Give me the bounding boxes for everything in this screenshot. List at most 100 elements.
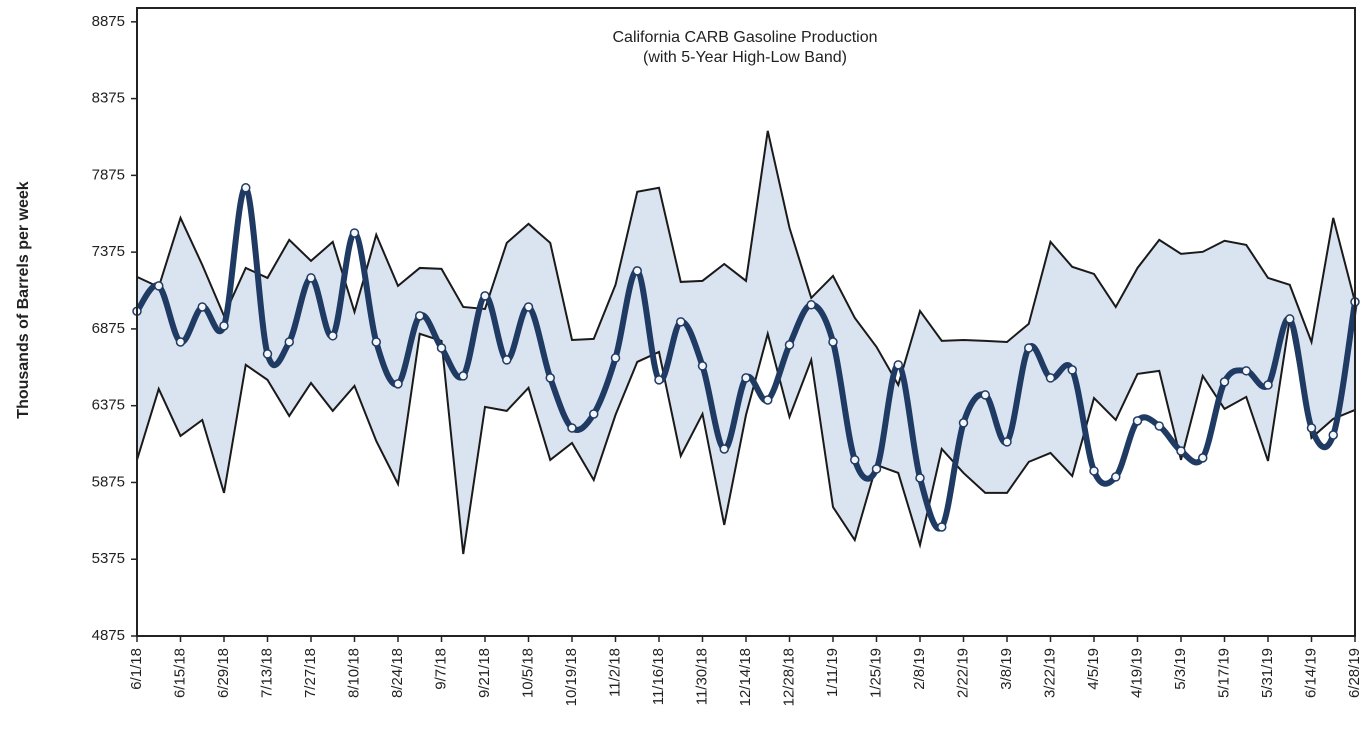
y-tick-label: 8875 — [92, 13, 125, 30]
data-point — [480, 291, 490, 301]
data-point — [1089, 466, 1099, 476]
data-point — [197, 302, 207, 312]
x-tick-label: 4/19/19 — [1128, 648, 1145, 698]
y-tick-label: 8375 — [92, 90, 125, 107]
x-tick-label: 6/29/18 — [215, 648, 232, 698]
x-tick-label: 6/14/19 — [1302, 648, 1319, 698]
data-point — [349, 228, 360, 238]
data-point — [1306, 423, 1317, 433]
data-point — [241, 183, 251, 193]
x-tick-label: 10/19/18 — [563, 648, 580, 706]
x-tick-label: 5/31/19 — [1259, 648, 1276, 698]
data-point — [1176, 446, 1186, 456]
data-point — [1024, 343, 1034, 353]
data-point — [436, 343, 447, 353]
data-point — [654, 375, 664, 385]
data-point — [154, 281, 164, 291]
data-point — [1219, 377, 1230, 387]
data-point — [1002, 437, 1012, 447]
x-tick-label: 5/3/19 — [1172, 648, 1189, 690]
x-tick-label: 10/5/18 — [519, 648, 536, 698]
data-point — [1198, 453, 1208, 463]
y-tick-label: 6375 — [92, 397, 125, 414]
band-edge-line — [136, 318, 1356, 555]
data-point — [958, 418, 969, 428]
data-point — [719, 444, 729, 454]
data-point — [175, 337, 186, 347]
data-point — [1328, 430, 1338, 440]
y-tick-label: 7875 — [92, 166, 125, 183]
data-point — [262, 349, 273, 359]
x-tick-label: 12/14/18 — [737, 648, 754, 706]
x-tick-label: 6/1/18 — [128, 648, 145, 690]
x-tick-label: 11/2/18 — [606, 648, 623, 697]
x-tick-label: 4/5/19 — [1085, 648, 1102, 690]
data-point — [219, 321, 229, 331]
x-tick-label: 11/16/18 — [650, 648, 667, 705]
x-tick-label: 5/17/19 — [1215, 648, 1232, 698]
data-point — [871, 464, 882, 474]
data-point — [915, 473, 925, 483]
data-point — [1045, 373, 1056, 383]
plot-frame — [136, 7, 1356, 637]
x-tick-label: 2/8/19 — [911, 648, 928, 690]
data-point — [284, 337, 294, 347]
data-point — [1285, 314, 1295, 324]
data-point — [545, 373, 555, 383]
data-point — [371, 337, 381, 347]
data-point — [610, 353, 621, 363]
data-point — [502, 355, 512, 365]
y-tick-label: 6875 — [92, 320, 125, 337]
x-tick-label: 1/11/19 — [824, 648, 841, 697]
data-point — [697, 361, 708, 371]
x-tick-label: 8/24/18 — [389, 648, 406, 698]
data-point — [306, 273, 316, 283]
y-tick-label: 4875 — [92, 627, 125, 644]
x-tick-label: 1/25/19 — [867, 648, 884, 698]
data-point — [632, 266, 642, 276]
data-point — [850, 455, 860, 465]
x-tick-label: 6/28/19 — [1346, 648, 1363, 698]
band-fill — [137, 130, 1355, 555]
data-point — [893, 360, 903, 370]
data-point — [523, 302, 534, 312]
data-point — [1241, 366, 1251, 376]
data-point — [741, 373, 751, 383]
data-point — [980, 390, 990, 400]
x-tick-label: 7/13/18 — [258, 648, 275, 698]
x-tick-label: 11/30/18 — [693, 648, 710, 705]
data-point — [393, 379, 403, 389]
data-point — [328, 331, 338, 341]
y-axis-label: Thousands of Barrels per week — [15, 181, 32, 419]
y-tick-label: 5875 — [92, 473, 125, 490]
data-point — [1132, 416, 1143, 426]
x-tick-label: 3/22/19 — [1041, 648, 1058, 698]
y-tick-label: 5375 — [92, 550, 125, 567]
x-tick-label: 9/7/18 — [432, 648, 449, 690]
data-point — [1263, 380, 1273, 390]
data-point — [1111, 472, 1121, 482]
data-point — [763, 395, 773, 405]
data-point — [589, 409, 599, 419]
chart-subtitle: (with 5-Year High-Low Band) — [643, 49, 847, 66]
x-tick-label: 2/22/19 — [954, 648, 971, 698]
data-point — [1067, 365, 1077, 375]
x-tick-label: 7/27/18 — [302, 648, 319, 698]
x-tick-label: 12/28/18 — [780, 648, 797, 706]
data-point — [567, 423, 577, 433]
band-edge-line — [136, 130, 1356, 388]
y-tick-label: 7375 — [92, 243, 125, 260]
data-point — [806, 300, 816, 310]
x-tick-label: 6/15/18 — [171, 648, 188, 698]
data-point — [1154, 421, 1164, 431]
data-point — [828, 337, 838, 347]
data-point — [415, 311, 425, 321]
data-point — [784, 340, 795, 350]
data-point — [937, 522, 947, 532]
x-tick-label: 8/10/18 — [345, 648, 362, 698]
x-tick-label: 3/8/19 — [998, 648, 1015, 690]
x-tick-label: 9/21/18 — [476, 648, 493, 698]
data-point — [458, 371, 468, 381]
